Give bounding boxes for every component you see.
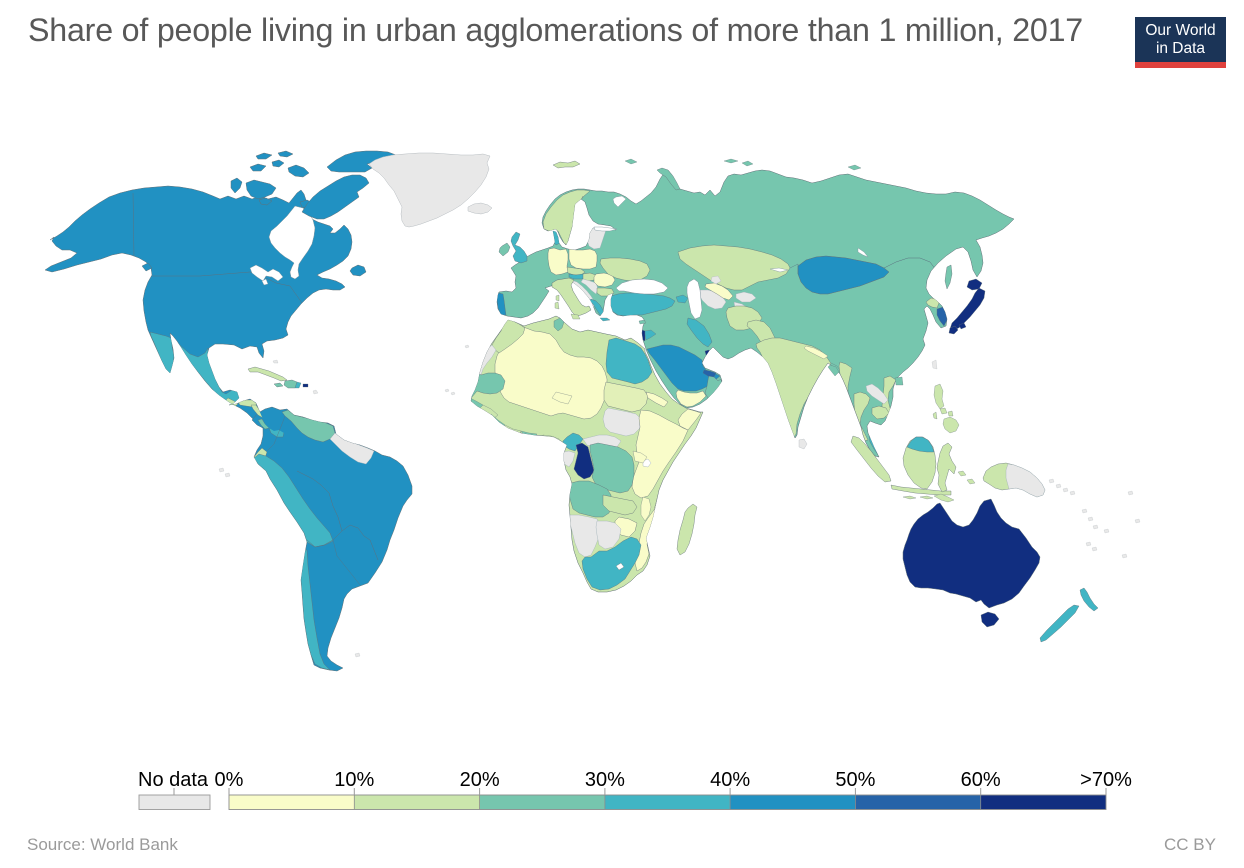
svg-text:0%: 0%	[215, 769, 244, 791]
svg-text:10%: 10%	[334, 769, 374, 791]
svg-text:60%: 60%	[961, 769, 1001, 791]
svg-text:30%: 30%	[585, 769, 625, 791]
svg-text:50%: 50%	[835, 769, 875, 791]
svg-text:20%: 20%	[460, 769, 500, 791]
svg-text:>70%: >70%	[1080, 769, 1132, 791]
svg-text:40%: 40%	[710, 769, 750, 791]
svg-text:No data: No data	[138, 769, 209, 791]
